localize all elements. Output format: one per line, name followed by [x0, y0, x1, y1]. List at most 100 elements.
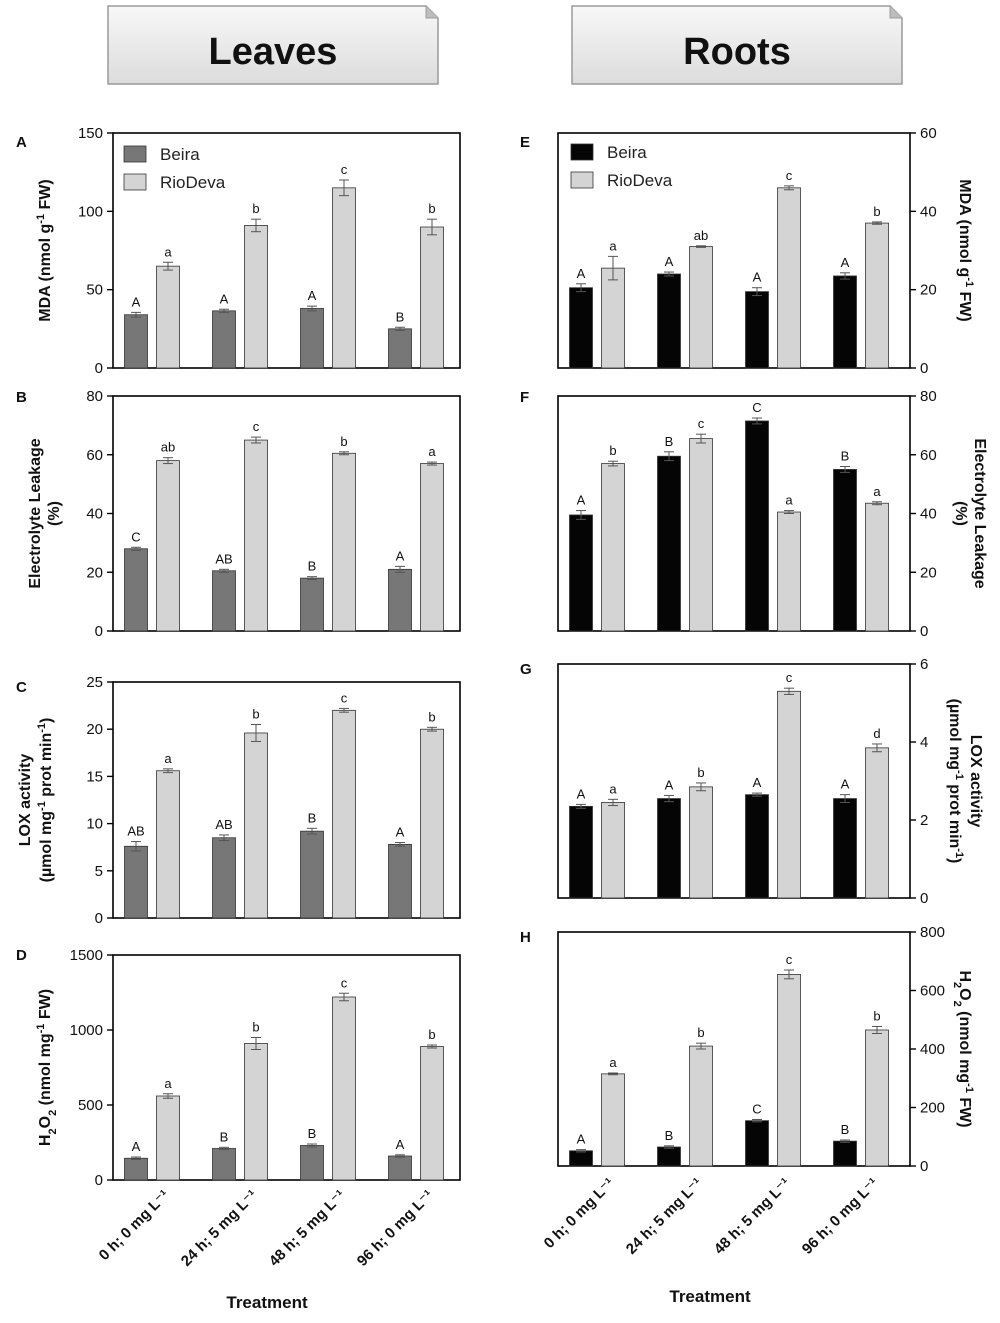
legend: Beira RioDeva: [570, 143, 673, 190]
y-tick-label: 0: [95, 910, 103, 927]
bar-riodeva-2: [244, 732, 268, 919]
bar-beira-4: [388, 1155, 412, 1181]
bar-beira-3: [745, 1120, 769, 1167]
bar-beira-1: [569, 1150, 593, 1167]
y-tick-label: 500: [78, 1097, 103, 1114]
bar-riodeva-2: [244, 439, 268, 632]
significance-letter: c: [341, 162, 348, 177]
panel-C-leaves-lox-activity: C 0 5 10 15 20 25 LOX activity(µmol mg-1 prot m…: [16, 674, 461, 927]
y-tick-label: 60: [86, 447, 103, 464]
bar-riodeva-4: [865, 747, 889, 899]
significance-letter: B: [308, 1126, 317, 1141]
y-tick-label: 60: [920, 447, 937, 464]
y-axis-title: Electrolyte Leakage(%): [27, 438, 63, 588]
x-category-label: 0 h; 0 mg L⁻¹: [96, 1187, 173, 1264]
plot-frame: [557, 132, 911, 369]
bar-beira-2: [657, 1146, 681, 1167]
significance-letter: A: [396, 548, 405, 563]
bar-beira-3: [745, 291, 769, 369]
significance-letter: A: [665, 777, 674, 792]
significance-letter: b: [340, 434, 347, 449]
significance-letter: A: [577, 1132, 586, 1147]
bar-beira-2: [657, 273, 681, 369]
bar-riodeva-1: [601, 1073, 625, 1167]
bar-beira-1: [124, 845, 148, 919]
legend-swatch: [570, 171, 594, 189]
bar-riodeva-4: [865, 502, 889, 632]
significance-letter: A: [841, 777, 850, 792]
legend-label: RioDeva: [607, 171, 673, 190]
significance-letter: C: [752, 400, 761, 415]
bar-riodeva-2: [689, 1045, 713, 1167]
y-tick-label: 0: [95, 623, 103, 640]
bar-riodeva-2: [689, 246, 713, 369]
legend-label: Beira: [160, 145, 200, 164]
plot-frame: [557, 663, 911, 899]
bar-riodeva-3: [332, 709, 356, 919]
y-tick-label: 40: [920, 203, 937, 220]
y-tick-label: 400: [920, 1041, 945, 1058]
bar-beira-2: [212, 570, 236, 632]
bar-beira-2: [212, 1148, 236, 1181]
bar-beira-3: [745, 420, 769, 632]
significance-letter: b: [873, 1008, 880, 1023]
y-tick-label: 40: [920, 506, 937, 523]
svg-text:LOX activity: LOX activity: [967, 735, 984, 828]
bar-riodeva-1: [601, 802, 625, 899]
y-tick-label: 150: [78, 125, 103, 142]
y-tick-label: 0: [920, 623, 928, 640]
bar-beira-3: [745, 794, 769, 899]
y-tick-label: 60: [920, 125, 937, 142]
bar-beira-4: [388, 328, 412, 369]
leaves-header: Leaves: [107, 5, 439, 85]
bar-beira-3: [300, 577, 324, 632]
y-tick-label: 20: [86, 721, 103, 738]
x-category-label: 96 h; 0 mg L⁻¹: [354, 1187, 437, 1270]
y-tick-label: 5: [95, 863, 103, 880]
x-axis-title-roots: Treatment: [669, 1287, 751, 1306]
bar-beira-1: [569, 514, 593, 632]
significance-letter: B: [308, 559, 317, 574]
panel-F-roots-electrolyte-leakage: F 0 20 40 60 80 Electrolyte Leakage(%) A B C Bb c a a: [520, 388, 988, 640]
bar-beira-4: [833, 1140, 857, 1167]
y-tick-label: 40: [86, 506, 103, 523]
y-tick-label: 0: [920, 360, 928, 377]
bar-beira-1: [569, 287, 593, 369]
panel-G-roots-lox-activity: G 0 2 4 6 LOX activity(µmol mg-1 prot min-1) A…: [520, 656, 984, 907]
significance-letter: a: [609, 238, 617, 253]
significance-letter: a: [428, 444, 436, 459]
significance-letter: a: [785, 493, 793, 508]
y-axis-title: MDA (nmol g-1 FW): [956, 179, 975, 322]
panel-label: C: [16, 679, 27, 696]
significance-letter: b: [873, 204, 880, 219]
bar-riodeva-3: [777, 974, 801, 1167]
y-tick-label: 600: [920, 983, 945, 1000]
panel-label: D: [16, 947, 27, 964]
significance-letter: B: [220, 1129, 229, 1144]
y-axis-title: Electrolyte Leakage(%): [952, 438, 988, 588]
y-tick-label: 200: [920, 1100, 945, 1117]
significance-letter: c: [786, 952, 793, 967]
significance-letter: A: [577, 266, 586, 281]
panel-D-leaves-h2o2: D 0 500 1000 1500 H2O2 (nmol mg-1 FW) A B B Aa b c b: [16, 947, 461, 1189]
significance-letter: b: [428, 709, 435, 724]
significance-letter: c: [341, 690, 348, 705]
significance-letter: c: [786, 168, 793, 183]
bar-riodeva-4: [420, 1046, 444, 1181]
y-axis-title: LOX activity(µmol mg-1 prot min-1): [946, 699, 984, 864]
significance-letter: A: [132, 294, 141, 309]
y-tick-label: 10: [86, 816, 103, 833]
significance-letter: b: [252, 201, 259, 216]
significance-letter: A: [577, 786, 586, 801]
significance-letter: b: [252, 1020, 259, 1035]
bar-riodeva-1: [156, 265, 180, 369]
significance-letter: b: [697, 1025, 704, 1040]
significance-letter: A: [841, 255, 850, 270]
bar-riodeva-2: [689, 786, 713, 899]
significance-letter: A: [753, 775, 762, 790]
x-category-label: 48 h; 5 mg L⁻¹: [711, 1175, 794, 1258]
bar-riodeva-4: [865, 222, 889, 369]
significance-letter: ab: [161, 440, 175, 455]
svg-text:MDA (nmol g-1 FW): MDA (nmol g-1 FW): [956, 179, 975, 322]
